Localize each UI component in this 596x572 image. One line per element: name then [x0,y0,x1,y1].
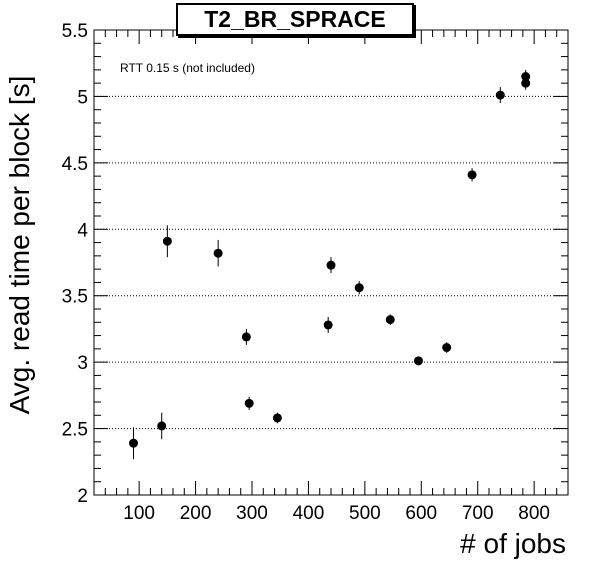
data-point [323,320,333,330]
data-point [129,438,138,448]
x-tick-label: 500 [349,503,381,524]
x-tick-label: 700 [462,503,494,524]
data-point [467,170,477,180]
y-tick-label: 2.5 [62,420,88,441]
x-axis-label: # of jobs [460,528,566,559]
chart-title: T2_BR_SPRACE [176,3,414,36]
data-point [157,421,167,431]
data-point [385,315,395,325]
data-point [326,260,336,270]
data-point [354,283,364,293]
x-tick-label: 400 [293,503,325,524]
y-tick-label: 3.5 [62,287,88,308]
data-point [213,248,223,258]
chart-annotation: RTT 0.15 s (not included) [120,61,255,75]
y-tick-label: 4.5 [62,154,88,175]
x-tick-label: 200 [180,503,212,524]
y-tick-label: 2 [77,486,88,507]
x-tick-label: 300 [236,503,268,524]
y-tick-label: 3 [77,353,88,374]
y-tick-label: 5 [77,87,88,108]
data-point [272,413,282,423]
data-point [162,236,172,246]
data-point [495,90,505,100]
x-tick-label: 100 [123,503,155,524]
x-tick-label: 800 [518,503,550,524]
data-point [244,398,254,408]
data-point [413,356,423,366]
y-axis-label: Avg. read time per block [s] [4,75,35,415]
data-point [241,332,251,342]
x-tick-label: 600 [405,503,437,524]
y-tick-label: 5.5 [62,21,88,42]
data-point [442,343,452,353]
y-tick-label: 4 [77,220,88,241]
data-point [521,72,531,81]
